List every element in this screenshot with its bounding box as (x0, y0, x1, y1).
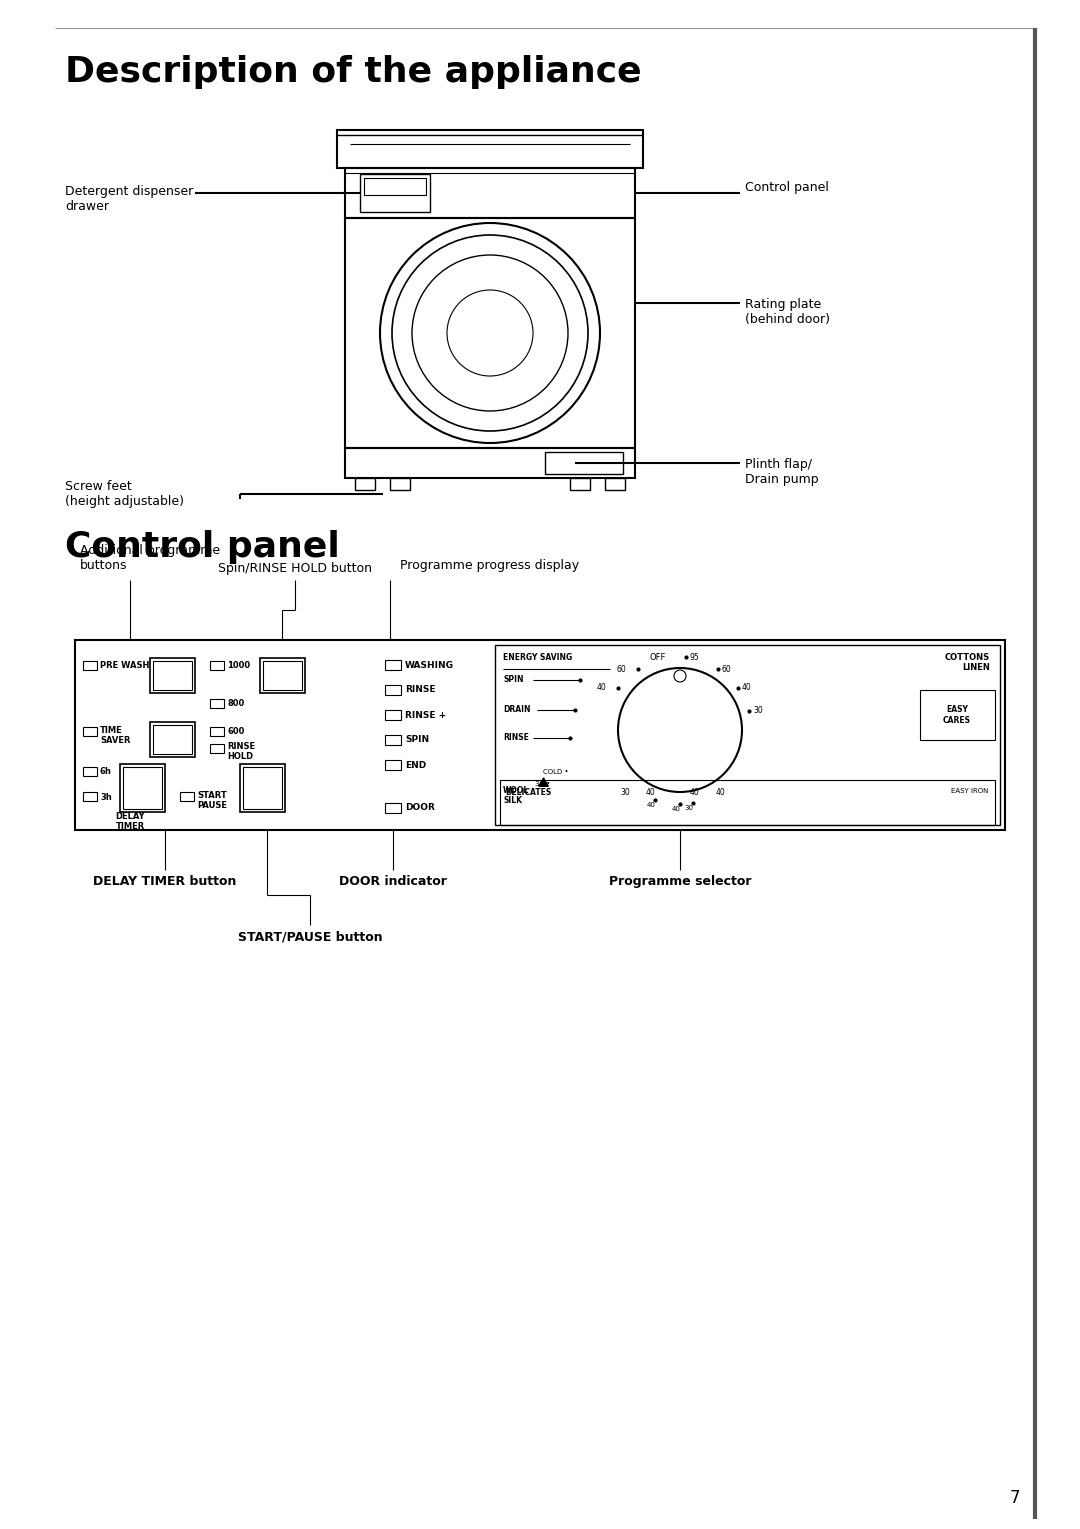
Text: 95: 95 (690, 653, 700, 662)
Bar (210, 661, 224, 670)
Bar (123, 768, 162, 809)
Bar (243, 768, 282, 809)
Bar (180, 792, 194, 801)
Text: 40: 40 (646, 801, 656, 807)
Bar (260, 657, 305, 693)
Text: Control panel: Control panel (65, 531, 340, 564)
Text: START/PAUSE button: START/PAUSE button (238, 930, 382, 943)
Bar (153, 661, 192, 690)
Text: RINSE
HOLD: RINSE HOLD (227, 742, 255, 761)
Text: Additional programme
buttons: Additional programme buttons (80, 544, 220, 572)
Text: 40: 40 (690, 787, 700, 797)
Text: EASY IRON: EASY IRON (950, 787, 988, 794)
Text: 40: 40 (715, 787, 725, 797)
Text: DELICATES: DELICATES (505, 787, 551, 797)
Bar (500, 780, 995, 826)
Bar (605, 479, 625, 489)
Text: RINSE: RINSE (503, 734, 529, 743)
Text: RINSE: RINSE (405, 685, 435, 694)
Bar (83, 726, 97, 735)
Bar (75, 641, 1005, 830)
Bar (345, 168, 635, 219)
Bar (360, 174, 430, 213)
Text: 7: 7 (1010, 1489, 1020, 1508)
Text: Detergent dispenser
drawer: Detergent dispenser drawer (65, 185, 193, 213)
Bar (240, 764, 285, 812)
Text: TIME
SAVER: TIME SAVER (100, 726, 131, 746)
Bar (384, 803, 401, 813)
Bar (355, 479, 375, 489)
Bar (210, 699, 224, 708)
Text: 60: 60 (721, 665, 731, 674)
Text: SPIN: SPIN (405, 735, 429, 745)
Text: DELAY TIMER button: DELAY TIMER button (93, 875, 237, 888)
Text: Control panel: Control panel (745, 182, 828, 194)
Text: Programme selector: Programme selector (609, 875, 752, 888)
Bar (545, 453, 623, 474)
Text: RINSE +: RINSE + (405, 711, 446, 720)
Text: 30 •: 30 • (535, 781, 550, 787)
Text: 1000: 1000 (227, 662, 251, 671)
Bar (384, 760, 401, 771)
Bar (83, 661, 97, 670)
Bar (384, 709, 401, 720)
Text: DRAIN: DRAIN (503, 705, 530, 714)
Text: Rating plate
(behind door): Rating plate (behind door) (745, 298, 831, 326)
Bar (364, 177, 426, 196)
Text: 30: 30 (753, 706, 764, 716)
Bar (495, 645, 1000, 826)
Text: Screw feet
(height adjustable): Screw feet (height adjustable) (65, 480, 184, 508)
Bar (384, 685, 401, 696)
Text: END: END (405, 760, 427, 769)
Text: 3h: 3h (100, 792, 111, 801)
Bar (390, 479, 410, 489)
Text: COTTONS
LINEN: COTTONS LINEN (945, 653, 990, 673)
Text: COLD •: COLD • (543, 769, 568, 775)
Bar (384, 661, 401, 670)
Text: 30: 30 (620, 787, 630, 797)
Text: START
PAUSE: START PAUSE (197, 790, 227, 810)
Bar (153, 725, 192, 754)
Text: EASY
CARES: EASY CARES (943, 705, 971, 725)
Bar (150, 657, 195, 693)
Text: 40: 40 (742, 683, 752, 693)
Text: Plinth flap/
Drain pump: Plinth flap/ Drain pump (745, 459, 819, 486)
Text: 800: 800 (227, 699, 244, 708)
Text: 40: 40 (645, 787, 654, 797)
Text: 30: 30 (685, 804, 693, 810)
Bar (345, 448, 635, 479)
Text: Description of the appliance: Description of the appliance (65, 55, 642, 89)
Text: DOOR indicator: DOOR indicator (339, 875, 447, 888)
Text: ENERGY SAVING: ENERGY SAVING (503, 653, 572, 662)
Text: WASHING: WASHING (405, 661, 454, 670)
Bar (570, 479, 590, 489)
Text: 40: 40 (596, 683, 606, 693)
Text: WOOL
SILK: WOOL SILK (503, 786, 529, 806)
Bar (150, 722, 195, 757)
Text: 600: 600 (227, 728, 244, 737)
Bar (264, 661, 302, 690)
Text: OFF: OFF (650, 653, 666, 662)
Text: 60: 60 (616, 665, 626, 674)
Bar (83, 768, 97, 777)
Bar (210, 726, 224, 735)
Text: Spin/RINSE HOLD button: Spin/RINSE HOLD button (218, 563, 372, 575)
Bar (210, 745, 224, 752)
Text: DOOR: DOOR (405, 804, 435, 812)
Bar (345, 219, 635, 448)
Bar (384, 735, 401, 745)
Text: PRE WASH: PRE WASH (100, 662, 149, 671)
Text: 40: 40 (672, 806, 680, 812)
Bar (83, 792, 97, 801)
Text: 6h: 6h (100, 768, 112, 777)
Text: DELAY
TIMER: DELAY TIMER (116, 812, 145, 832)
Bar (920, 690, 995, 740)
Text: Programme progress display: Programme progress display (400, 560, 579, 572)
Text: SPIN: SPIN (503, 676, 524, 685)
Bar (120, 764, 165, 812)
